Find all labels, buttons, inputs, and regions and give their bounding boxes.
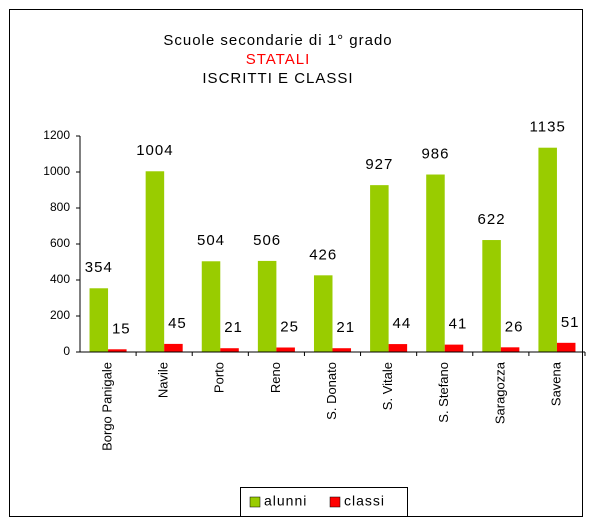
data-label: 426 [309,246,337,263]
data-label: 1004 [136,142,173,159]
data-label: 15 [112,320,131,337]
bar [500,347,520,352]
bar [482,240,501,352]
bar [201,261,221,352]
x-tick-label: Saragozza [492,361,507,424]
x-tick-label: Reno [268,362,283,393]
data-label: 986 [421,145,449,162]
chart-title: STATALI [246,51,311,68]
bar [332,348,352,352]
y-tick-label: 1000 [43,164,70,178]
data-label: 504 [197,232,225,249]
bar [145,171,165,352]
y-tick-label: 0 [63,344,70,358]
y-tick-label: 800 [50,200,70,214]
data-label: 21 [224,319,243,336]
data-label: 354 [85,259,113,276]
data-label: 45 [168,315,187,332]
chart-title: ISCRITTI E CLASSI [202,70,353,87]
x-tick-label: Borgo Panigale [99,362,114,451]
legend-box [240,487,408,517]
bar [164,343,183,352]
legend-label: classi [344,493,385,509]
data-label: 21 [336,319,355,336]
data-label: 506 [253,232,281,249]
y-tick-label: 600 [50,236,70,250]
bar [257,260,277,352]
data-label: 1135 [530,119,566,136]
data-label: 41 [449,316,468,333]
x-tick-label: Porto [212,362,227,393]
bar [556,342,576,352]
legend-swatch [329,496,341,508]
data-label: 25 [280,318,299,335]
bar [89,288,109,352]
legend-label: alunni [264,493,307,509]
y-tick-label: 200 [50,308,70,322]
bar [388,344,408,352]
bar [538,147,557,352]
data-label: 622 [478,211,506,228]
chart-title: Scuole secondarie di 1° grado [163,32,392,49]
legend: alunni classi [240,487,408,517]
bar [220,348,239,352]
y-tick-label: 400 [50,272,70,286]
x-tick-label: S. Vitale [380,362,395,410]
bar [426,174,445,352]
bar [444,344,464,352]
x-tick-label: S. Donato [324,362,339,420]
x-tick-label: S. Stefano [436,362,451,423]
x-tick-label: Navile [156,362,171,398]
data-label: 927 [365,156,393,173]
legend-swatch [249,496,261,508]
data-label: 44 [393,315,412,332]
x-tick-label: Savena [548,361,563,406]
bar [370,185,389,352]
bar [108,349,127,352]
bar [276,347,295,352]
y-tick-label: 1200 [43,128,70,142]
data-label: 51 [561,314,580,331]
data-label: 26 [505,318,524,335]
bar [313,275,333,352]
